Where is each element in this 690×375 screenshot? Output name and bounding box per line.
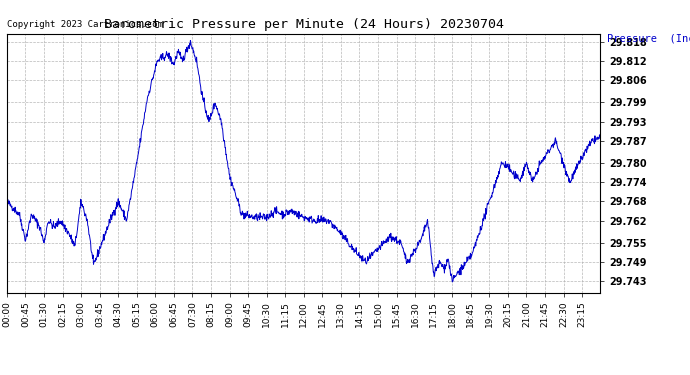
Title: Barometric Pressure per Minute (24 Hours) 20230704: Barometric Pressure per Minute (24 Hours… <box>104 18 504 31</box>
Text: Pressure  (Inches/Hg): Pressure (Inches/Hg) <box>607 34 690 44</box>
Text: Copyright 2023 Cartronics.com: Copyright 2023 Cartronics.com <box>7 20 163 28</box>
